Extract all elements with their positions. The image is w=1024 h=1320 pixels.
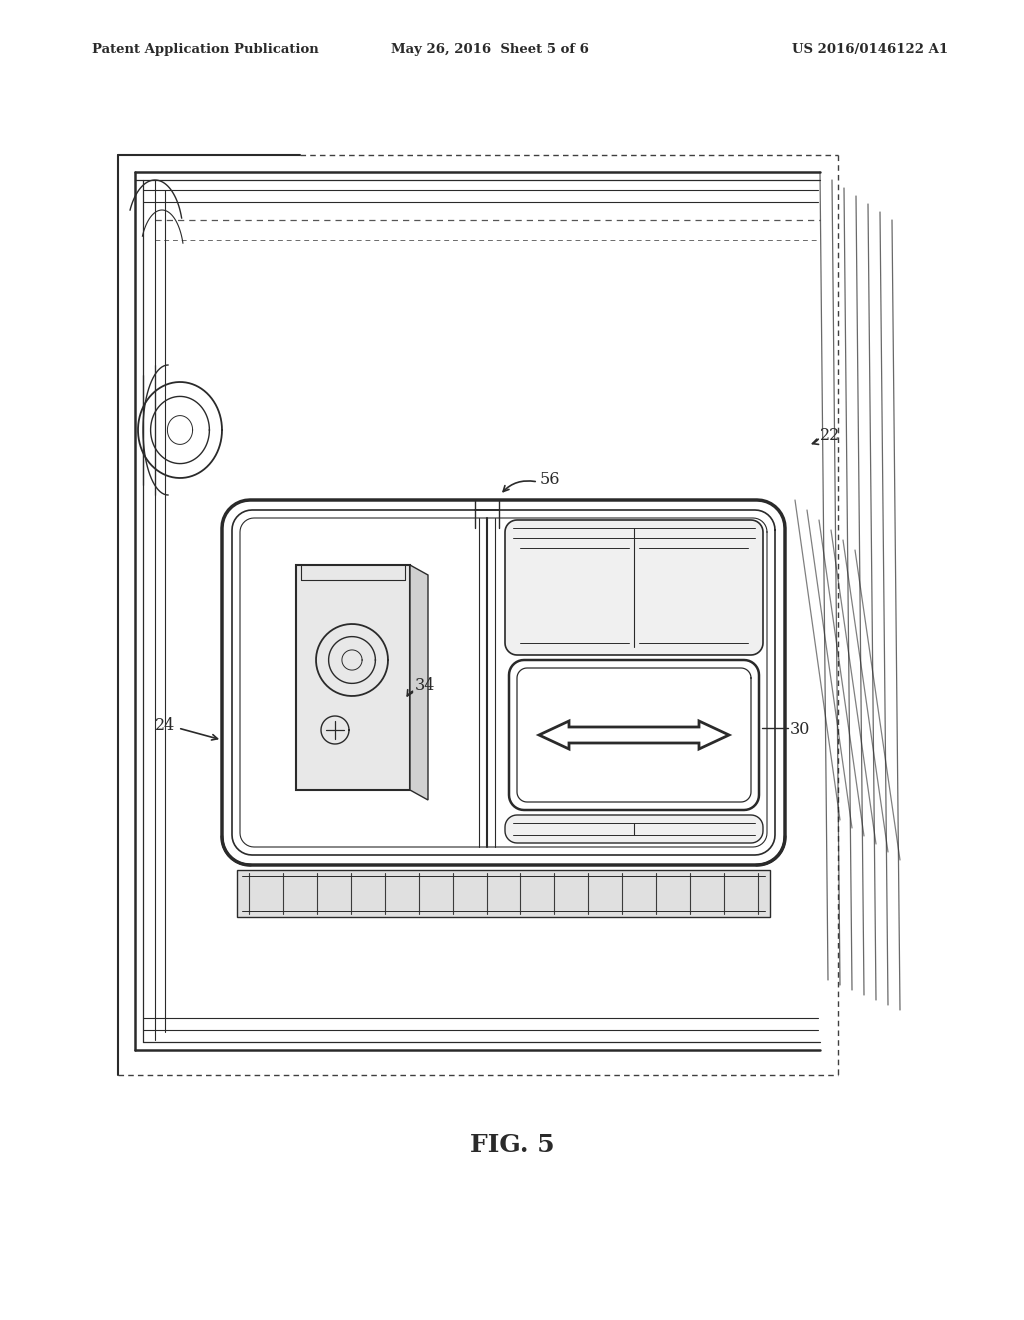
Polygon shape (509, 660, 759, 810)
Polygon shape (222, 500, 785, 865)
Polygon shape (505, 520, 763, 655)
Text: 56: 56 (540, 471, 560, 488)
Text: 30: 30 (790, 722, 810, 738)
Text: FIG. 5: FIG. 5 (470, 1133, 554, 1158)
Polygon shape (296, 565, 410, 789)
Text: 22: 22 (820, 426, 841, 444)
Text: 34: 34 (415, 676, 435, 693)
Text: Patent Application Publication: Patent Application Publication (92, 44, 318, 57)
Text: 24: 24 (155, 717, 175, 734)
Text: May 26, 2016  Sheet 5 of 6: May 26, 2016 Sheet 5 of 6 (391, 44, 589, 57)
Polygon shape (539, 721, 729, 748)
Text: US 2016/0146122 A1: US 2016/0146122 A1 (792, 44, 948, 57)
Polygon shape (237, 870, 770, 917)
Polygon shape (505, 814, 763, 843)
Polygon shape (410, 565, 428, 800)
